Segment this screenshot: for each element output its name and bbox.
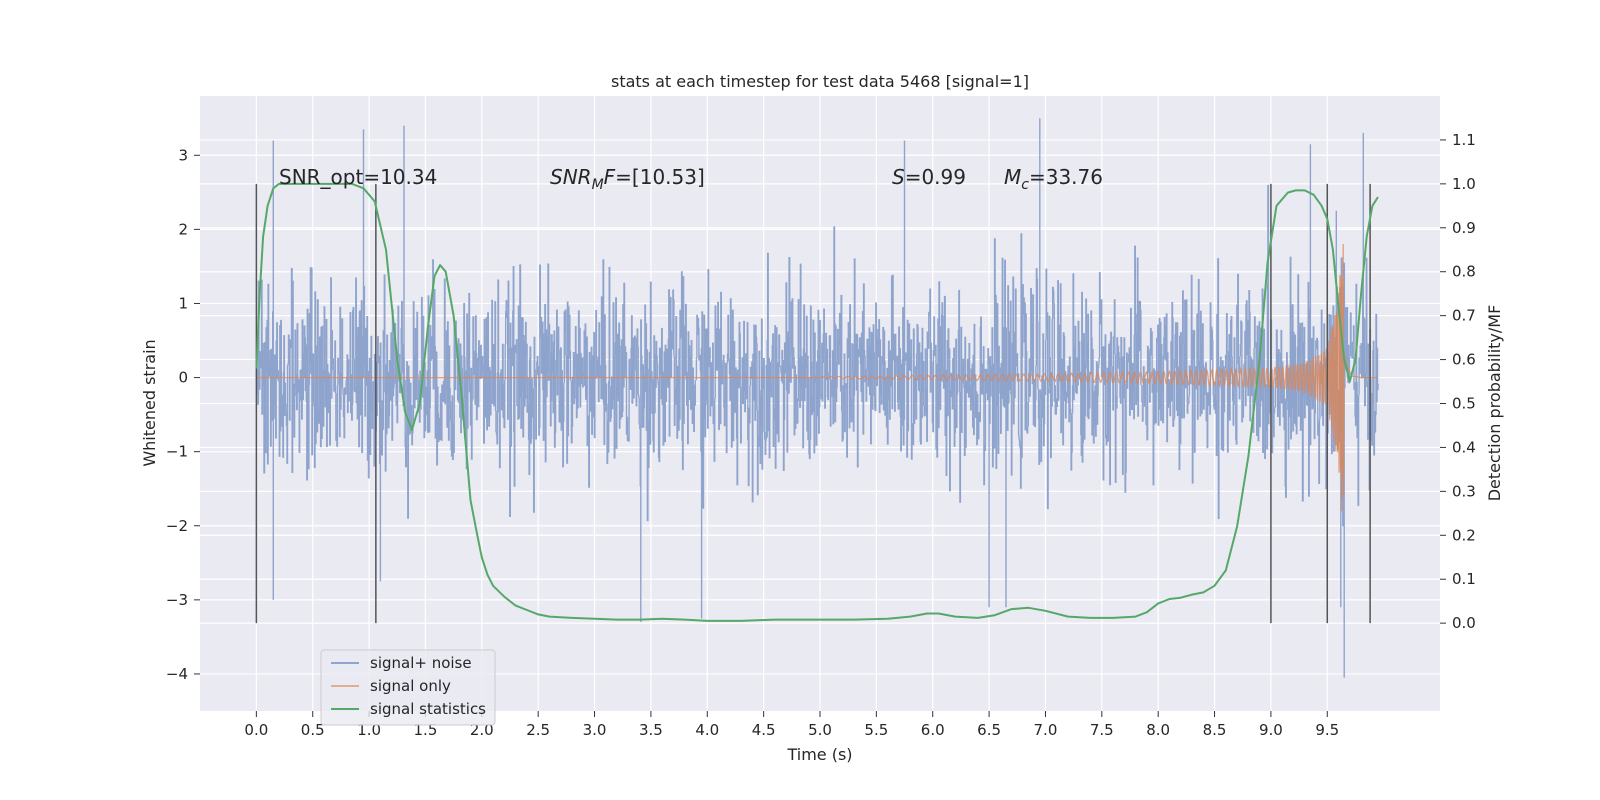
y-right-tick-label: 0.8	[1452, 263, 1476, 281]
x-tick-label: 9.0	[1259, 721, 1283, 739]
annotation-snr-opt: SNR_opt=10.34	[279, 165, 437, 189]
y-right-tick-label: 0.0	[1452, 614, 1476, 632]
vertical-markers	[255, 183, 1371, 624]
x-tick-label: 0.0	[244, 721, 268, 739]
y-left-tick-label: 1	[178, 294, 188, 312]
y-left-tick-label: 3	[178, 146, 188, 164]
y-right-tick-label: 0.9	[1452, 219, 1476, 237]
x-tick-label: 7.0	[1034, 721, 1058, 739]
y-left-tick-label: 2	[178, 220, 188, 238]
legend-box	[320, 649, 496, 726]
stat-trace	[255, 182, 1379, 622]
x-tick-label: 2.5	[526, 721, 550, 739]
y-axis-label-right: Detection probability/MF	[1485, 305, 1504, 502]
legend-label-signal: signal only	[370, 677, 451, 695]
y-right-tick-label: 1.1	[1452, 131, 1476, 149]
x-tick-label: 4.0	[695, 721, 719, 739]
y-right-tick-label: 0.6	[1452, 351, 1476, 369]
x-tick-label: 4.5	[752, 721, 776, 739]
x-axis-label: Time (s)	[786, 745, 852, 764]
y-right-tick-label: 1.0	[1452, 175, 1476, 193]
y-right-tick-label: 0.2	[1452, 526, 1476, 544]
series-signal-statistics	[255, 182, 1379, 622]
y-left-tick-label: −4	[166, 665, 188, 683]
y-left-tick-label: −2	[166, 517, 188, 535]
legend: signal+ noise signal only signal statist…	[320, 649, 496, 726]
chart-title: stats at each timestep for test data 546…	[611, 72, 1029, 91]
x-tick-label: 3.5	[639, 721, 663, 739]
annotation-snr-mf: SNRMF=[10.53]	[550, 165, 705, 193]
y-right-tick-label: 0.4	[1452, 438, 1476, 456]
axis-ticks: 0.0 0.5 1.0 1.5 2.0 2.5 3.0 3.5 4.0 4.5 5.0 5.5 6.0 6…	[166, 131, 1476, 739]
y-left-tick-label: −1	[166, 443, 188, 461]
x-tick-label: 7.5	[1090, 721, 1114, 739]
x-tick-label: 9.5	[1315, 721, 1339, 739]
x-tick-label: 3.0	[583, 721, 607, 739]
x-tick-label: 0.5	[301, 721, 325, 739]
y-right-tick-label: 0.7	[1452, 307, 1476, 325]
annotation-mc: Mc=33.76	[1004, 165, 1103, 193]
x-tick-label: 5.0	[808, 721, 832, 739]
y-right-tick-label: 0.3	[1452, 482, 1476, 500]
chirp-trace	[256, 244, 1378, 512]
y-axis-label-left: Whitened strain	[140, 339, 159, 466]
legend-label-stat: signal statistics	[370, 700, 486, 718]
x-tick-label: 6.0	[921, 721, 945, 739]
x-tick-label: 8.0	[1146, 721, 1170, 739]
x-tick-label: 8.5	[1203, 721, 1227, 739]
y-left-tick-label: −3	[166, 591, 188, 609]
y-right-tick-label: 0.1	[1452, 570, 1476, 588]
series-signal-only	[256, 244, 1378, 512]
legend-label-noise: signal+ noise	[370, 654, 472, 672]
y-left-tick-label: 0	[178, 369, 188, 387]
x-tick-label: 5.5	[864, 721, 888, 739]
y-right-tick-label: 0.5	[1452, 395, 1476, 413]
annotation-s: S=0.99	[892, 165, 966, 189]
x-tick-label: 6.5	[977, 721, 1001, 739]
